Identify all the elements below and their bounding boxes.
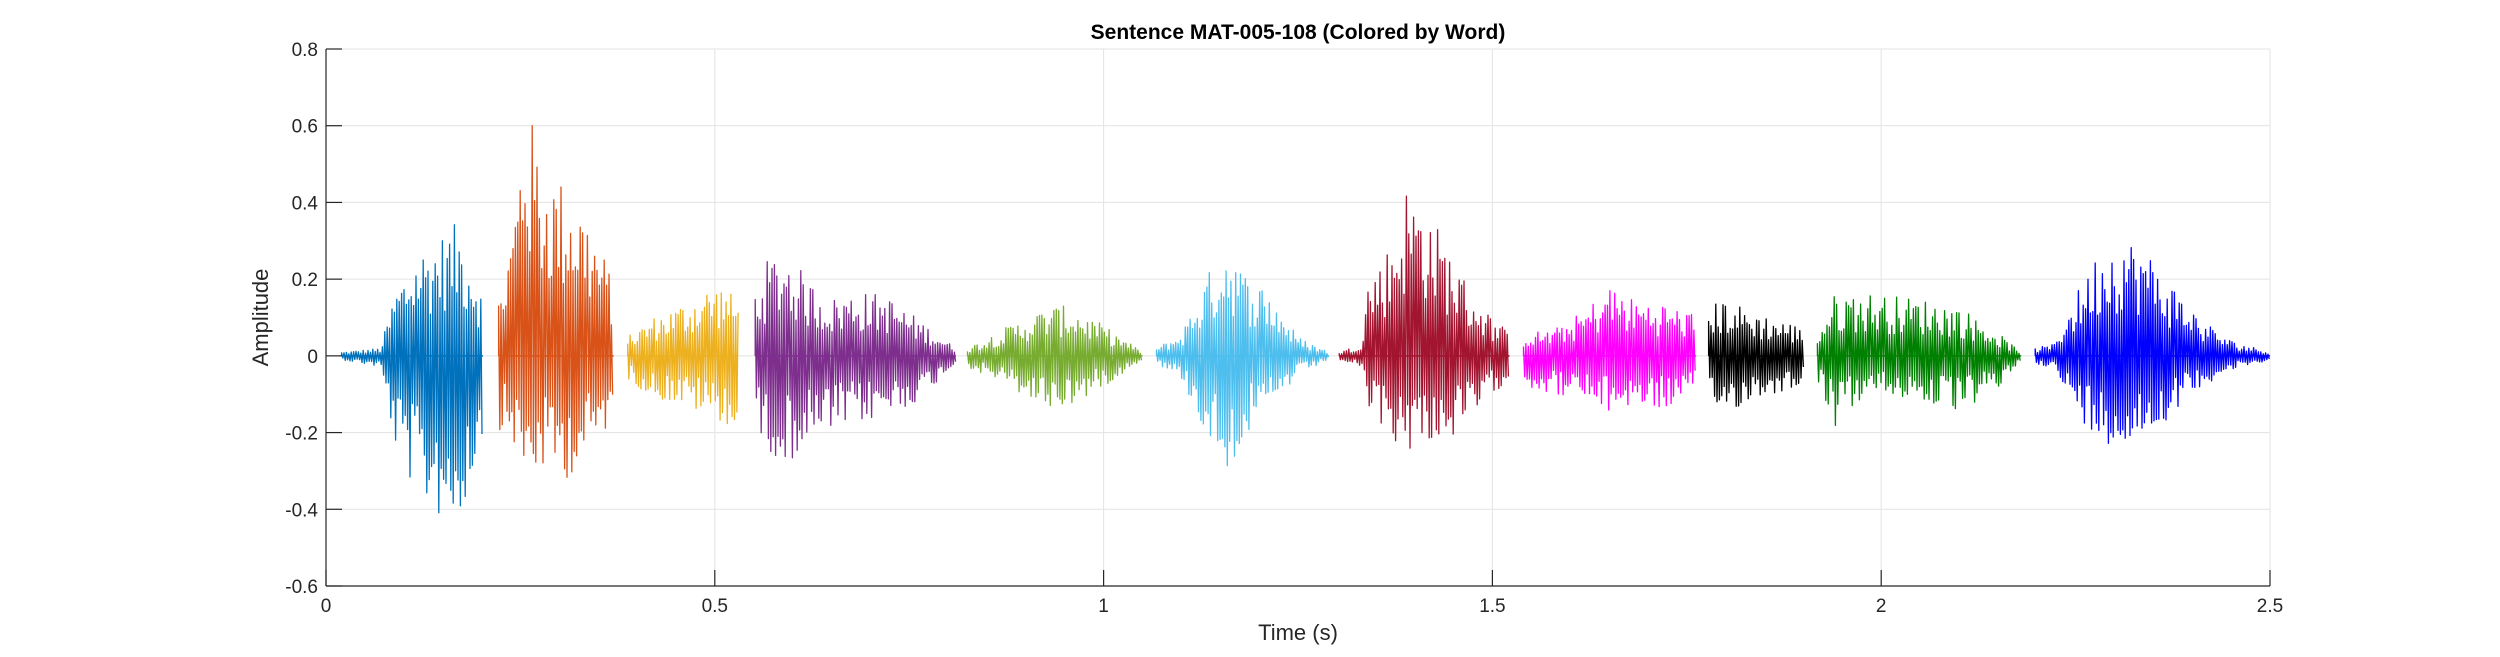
waveform-line bbox=[1816, 295, 2021, 427]
waveform-line bbox=[1522, 290, 1696, 411]
x-tick-label: 1 bbox=[1098, 596, 1109, 617]
y-tick-label: -0.4 bbox=[285, 500, 318, 521]
word-segment-5 bbox=[966, 305, 1143, 407]
y-tick-label: -0.2 bbox=[285, 424, 318, 445]
word-segment-8 bbox=[1522, 290, 1697, 411]
chart-title: Sentence MAT-005-108 (Colored by Word) bbox=[1091, 21, 1506, 44]
waveform-line bbox=[1338, 195, 1510, 449]
word-segment-2 bbox=[497, 124, 614, 478]
plot-area bbox=[326, 49, 2270, 586]
waveform-line bbox=[1707, 303, 1805, 407]
axes bbox=[325, 48, 2271, 587]
x-tick-label: 0 bbox=[321, 596, 332, 617]
y-tick-label: 0.8 bbox=[292, 40, 318, 61]
word-segment-4 bbox=[754, 261, 957, 459]
word-segment-6 bbox=[1155, 270, 1330, 467]
waveform-line bbox=[1155, 270, 1329, 467]
y-tick-label: 0.6 bbox=[292, 117, 318, 138]
word-segment-1 bbox=[340, 224, 484, 514]
y-tick-label: -0.6 bbox=[285, 577, 318, 598]
waveform-line bbox=[497, 124, 614, 478]
word-segment-9 bbox=[1707, 303, 1805, 407]
y-tick-label: 0 bbox=[307, 347, 318, 368]
x-tick-label: 2.5 bbox=[2257, 596, 2283, 617]
waveform-line bbox=[2034, 246, 2270, 444]
word-segment-10 bbox=[1816, 295, 2022, 427]
y-tick-label: 0.4 bbox=[292, 193, 319, 214]
waveform-line bbox=[340, 224, 483, 514]
waveform-line bbox=[754, 261, 957, 459]
word-segment-11 bbox=[2034, 246, 2270, 444]
word-segment-7 bbox=[1338, 195, 1510, 449]
y-tick-label: 0.2 bbox=[292, 270, 318, 291]
x-tick-label: 1.5 bbox=[1479, 596, 1505, 617]
waveform-series bbox=[340, 124, 2270, 514]
word-segment-3 bbox=[627, 292, 739, 425]
tick-labels: 0 0.5 1 1.5 2 2.5 -0.6 -0.4 -0.2 0 0.2 0.4 0.6 0.8 bbox=[285, 40, 2283, 617]
y-axis-label: Amplitude bbox=[248, 269, 273, 367]
x-tick-label: 0.5 bbox=[702, 596, 728, 617]
waveform-line bbox=[966, 305, 1143, 407]
x-axis-label: Time (s) bbox=[1258, 620, 1338, 645]
x-tick-label: 2 bbox=[1876, 596, 1887, 617]
